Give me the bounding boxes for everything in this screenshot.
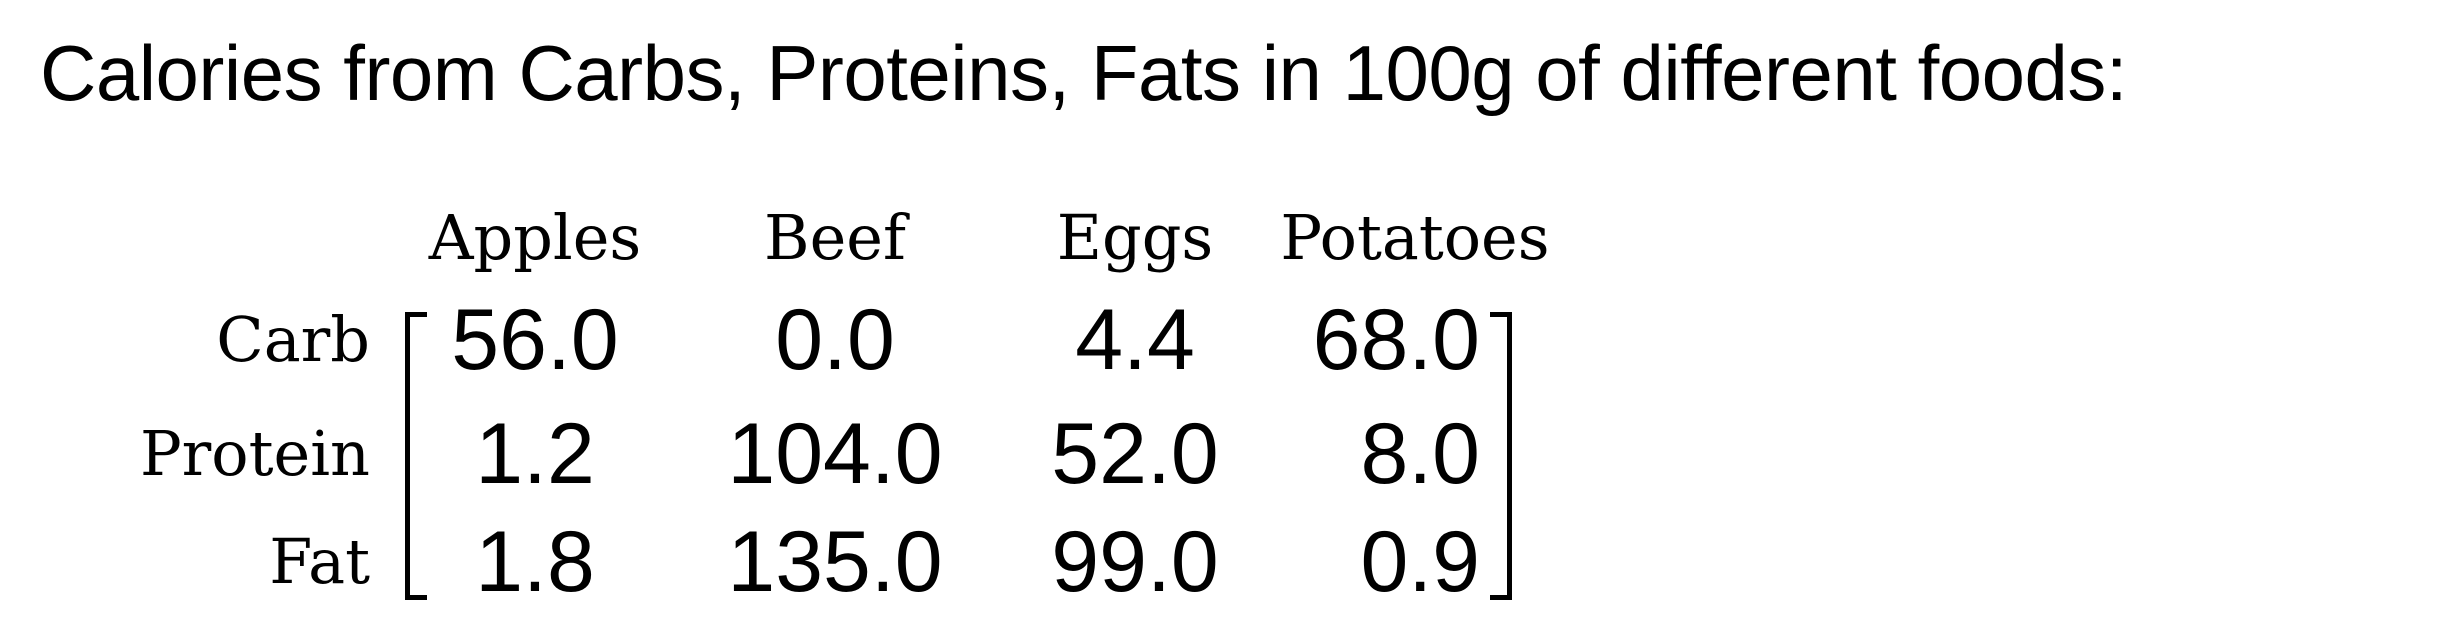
column-header-beef: Beef: [764, 201, 906, 274]
matrix-cell: 68.0: [1312, 292, 1480, 388]
matrix-cell: 8.0: [1360, 406, 1480, 502]
matrix-cell: 56.0: [451, 292, 619, 388]
matrix-cell: 1.2: [475, 406, 595, 502]
matrix-cell: 4.4: [1075, 292, 1195, 388]
matrix-cell: 1.8: [475, 514, 595, 610]
matrix-cell: 0.9: [1360, 514, 1480, 610]
matrix-right-bracket: [1490, 312, 1512, 600]
matrix-cell: 135.0: [727, 514, 943, 610]
matrix-left-bracket: [405, 312, 427, 600]
row-label-fat: Fat: [269, 525, 370, 598]
row-label-protein: Protein: [139, 417, 370, 490]
page-title: Calories from Carbs, Proteins, Fats in 1…: [40, 29, 2128, 117]
matrix-cell: 104.0: [727, 406, 943, 502]
column-header-eggs: Eggs: [1056, 201, 1214, 274]
column-header-potatoes: Potatoes: [1280, 201, 1550, 274]
matrix-cell: 99.0: [1051, 514, 1219, 610]
row-label-carb: Carb: [216, 303, 370, 376]
column-header-apples: Apples: [428, 201, 642, 274]
matrix-cell: 52.0: [1051, 406, 1219, 502]
matrix-cell: 0.0: [775, 292, 895, 388]
